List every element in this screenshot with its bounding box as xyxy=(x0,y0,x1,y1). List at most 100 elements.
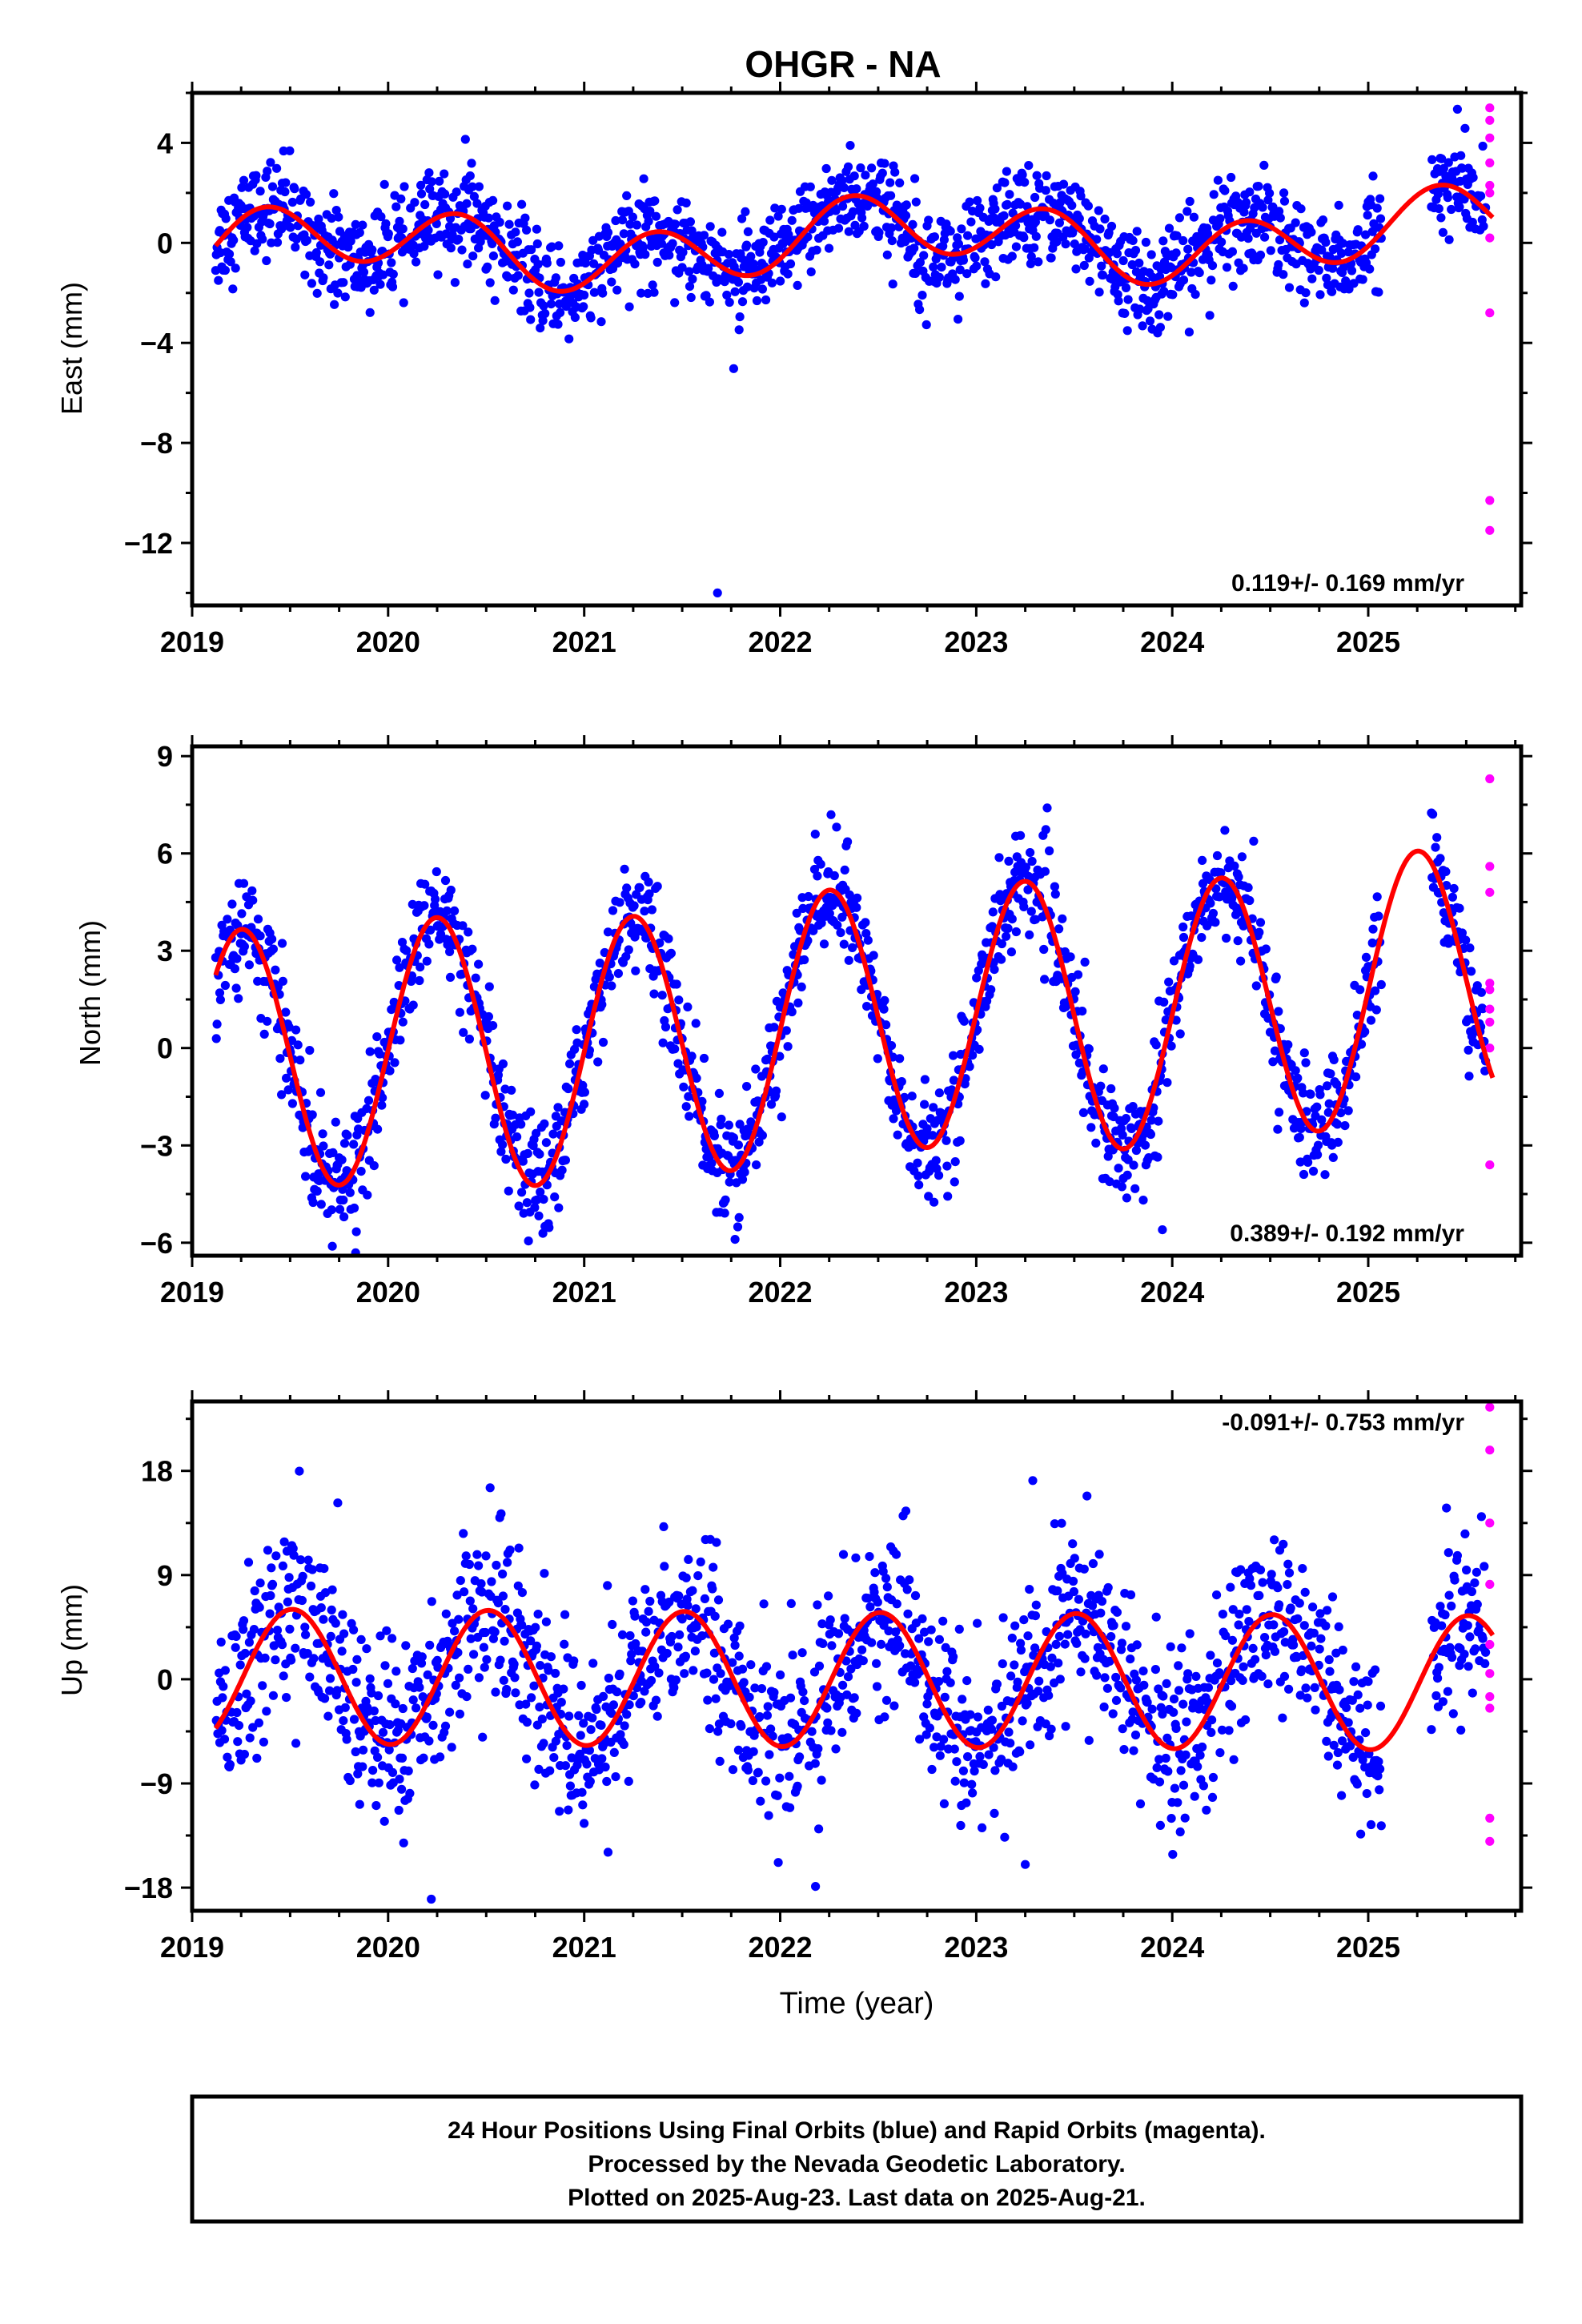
final-orbit-point xyxy=(242,1689,251,1699)
final-orbit-point xyxy=(670,1044,680,1054)
final-orbit-point xyxy=(954,292,964,301)
final-orbit-point xyxy=(717,227,727,237)
final-orbit-point xyxy=(699,231,709,240)
final-orbit-point xyxy=(349,1140,359,1149)
final-orbit-point xyxy=(1480,1562,1489,1571)
final-orbit-point xyxy=(1082,1491,1092,1501)
final-orbit-point xyxy=(498,1140,508,1149)
final-orbit-point xyxy=(333,1498,343,1508)
final-orbit-point xyxy=(1358,1755,1367,1765)
final-orbit-point xyxy=(385,1066,395,1076)
final-orbit-point xyxy=(981,279,990,288)
final-orbit-point xyxy=(1375,194,1385,203)
final-orbit-point xyxy=(1055,1675,1065,1684)
final-orbit-point xyxy=(660,1562,669,1571)
final-orbit-point xyxy=(1145,316,1155,326)
final-orbit-point xyxy=(1334,200,1343,210)
final-orbit-point xyxy=(265,219,275,229)
final-orbit-point xyxy=(1376,979,1386,990)
final-orbit-point xyxy=(1438,1697,1447,1707)
final-orbit-point xyxy=(447,1743,456,1752)
final-orbit-point xyxy=(498,1569,508,1579)
final-orbit-point xyxy=(1168,290,1178,300)
final-orbit-point xyxy=(1021,862,1030,872)
final-orbit-point xyxy=(1132,227,1142,236)
final-orbit-point xyxy=(1238,1675,1247,1685)
final-orbit-point xyxy=(915,1735,925,1744)
final-orbit-point xyxy=(330,300,339,309)
final-orbit-point xyxy=(1146,1129,1155,1140)
final-orbit-point xyxy=(1448,1709,1458,1719)
final-orbit-point xyxy=(901,200,911,210)
final-orbit-point xyxy=(491,1687,500,1697)
final-orbit-point xyxy=(1084,1044,1094,1054)
final-orbit-point xyxy=(440,1721,451,1731)
final-orbit-point xyxy=(1327,1592,1338,1602)
rapid-orbit-point xyxy=(1485,1160,1495,1170)
final-orbit-point xyxy=(415,1683,424,1692)
final-orbit-point xyxy=(375,279,385,289)
final-orbit-point xyxy=(564,1805,573,1815)
final-orbit-point xyxy=(394,1805,404,1815)
final-orbit-point xyxy=(474,182,484,191)
final-orbit-point xyxy=(819,216,829,226)
final-orbit-point xyxy=(426,925,436,935)
final-orbit-point xyxy=(1087,1601,1098,1610)
final-orbit-point xyxy=(1435,1602,1445,1611)
final-orbit-point xyxy=(1245,187,1255,197)
rapid-orbit-point xyxy=(1485,133,1495,143)
final-orbit-point xyxy=(1096,1081,1106,1091)
final-orbit-point xyxy=(1333,1747,1343,1758)
final-orbit-point xyxy=(669,1683,679,1692)
final-orbit-point xyxy=(604,972,614,982)
final-orbit-point xyxy=(886,223,897,233)
final-orbit-point xyxy=(723,1619,733,1629)
final-orbit-point xyxy=(852,903,861,912)
final-orbit-point xyxy=(920,1100,930,1109)
final-orbit-point xyxy=(1024,161,1034,171)
final-orbit-point xyxy=(974,1044,984,1054)
final-orbit-point xyxy=(757,1684,767,1694)
final-orbit-point xyxy=(613,969,624,979)
final-orbit-point xyxy=(849,171,859,181)
final-orbit-point xyxy=(440,189,450,199)
final-orbit-point xyxy=(499,1675,508,1685)
final-orbit-point xyxy=(952,1757,962,1767)
final-orbit-point xyxy=(646,1675,656,1686)
final-orbit-point xyxy=(678,247,688,257)
final-orbit-point xyxy=(962,269,972,279)
final-orbit-point xyxy=(532,1641,542,1651)
final-orbit-point xyxy=(307,1110,317,1120)
final-orbit-point xyxy=(595,959,604,968)
final-orbit-point xyxy=(998,1613,1008,1622)
final-orbit-point xyxy=(327,1585,337,1594)
final-orbit-point xyxy=(1041,825,1050,834)
final-orbit-point xyxy=(1139,1680,1149,1690)
final-orbit-point xyxy=(1016,1645,1026,1655)
final-orbit-point xyxy=(1352,1779,1362,1789)
final-orbit-point xyxy=(879,1004,889,1014)
final-orbit-point xyxy=(1258,203,1267,212)
final-orbit-point xyxy=(239,1616,249,1626)
final-orbit-point xyxy=(1203,1683,1213,1692)
final-orbit-point xyxy=(538,1228,548,1238)
final-orbit-point xyxy=(1356,1039,1367,1049)
final-orbit-point xyxy=(306,1581,316,1591)
final-orbit-point xyxy=(1317,1115,1327,1124)
final-orbit-point xyxy=(1467,967,1476,976)
final-orbit-point xyxy=(1463,1621,1472,1630)
final-orbit-point xyxy=(852,184,861,194)
final-orbit-point xyxy=(737,1722,746,1731)
final-orbit-point xyxy=(1363,1700,1372,1710)
final-orbit-point xyxy=(924,1637,934,1647)
final-orbit-point xyxy=(807,1727,817,1736)
final-orbit-point xyxy=(921,320,931,330)
final-orbit-point xyxy=(1327,287,1337,296)
final-orbit-point xyxy=(798,1687,808,1697)
final-orbit-point xyxy=(619,1739,628,1749)
final-orbit-point xyxy=(472,199,482,208)
final-orbit-point xyxy=(764,1811,773,1820)
final-orbit-point xyxy=(1361,1728,1371,1738)
final-orbit-point xyxy=(886,1041,897,1051)
final-orbit-point xyxy=(713,1727,723,1736)
